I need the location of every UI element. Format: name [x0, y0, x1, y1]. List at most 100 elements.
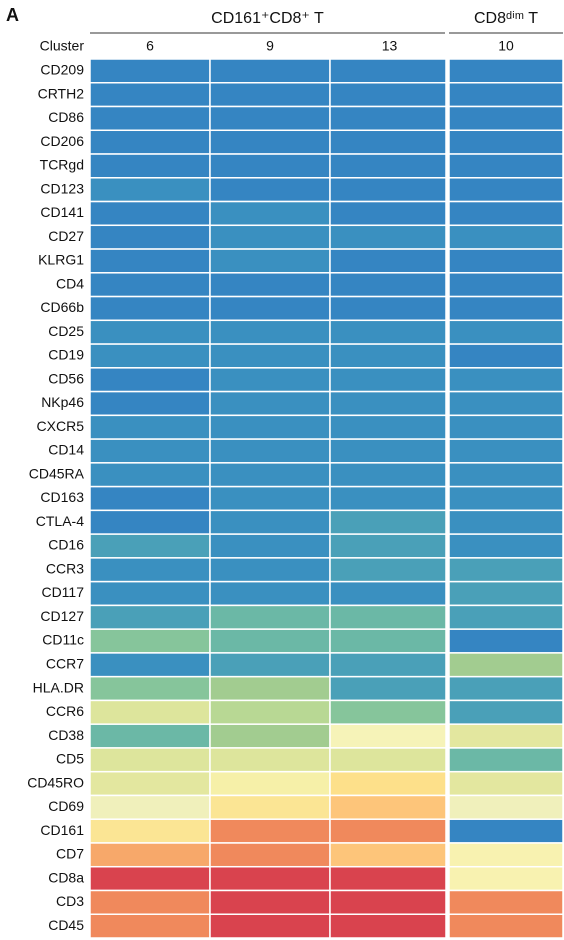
- heatmap-cell: [329, 485, 447, 512]
- heatmap-cell: [209, 438, 331, 464]
- heatmap-cell: [448, 390, 564, 417]
- row-label: CD127: [40, 608, 84, 624]
- heatmap-cell: [89, 818, 211, 844]
- heatmap-cell: [209, 462, 331, 488]
- heatmap-cell: [329, 913, 447, 939]
- heatmap-cell: [448, 343, 564, 369]
- heatmap-cell: [89, 604, 211, 630]
- heatmap-cell: [209, 913, 331, 939]
- heatmap-cell: [89, 200, 211, 227]
- heatmap-cell: [448, 248, 564, 274]
- heatmap-cell: [448, 628, 564, 654]
- heatmap-cell: [209, 770, 331, 797]
- column-label: 13: [382, 38, 398, 54]
- heatmap-cell: [209, 675, 331, 702]
- heatmap-cell: [89, 82, 211, 108]
- heatmap-cell: [89, 842, 211, 868]
- row-label: CD19: [48, 347, 84, 363]
- heatmap-cell: [329, 248, 447, 274]
- heatmap-cell: [448, 770, 564, 797]
- group-label: CD161⁺CD8⁺ T: [211, 10, 324, 27]
- heatmap-cell: [209, 699, 331, 725]
- heatmap-cell: [209, 248, 331, 274]
- column-header: Cluster: [40, 38, 85, 54]
- heatmap-cell: [329, 794, 447, 820]
- heatmap-cell: [209, 889, 331, 915]
- heatmap-cell: [448, 842, 564, 868]
- heatmap-cell: [89, 794, 211, 820]
- row-label: CD16: [48, 537, 84, 553]
- heatmap-cell: [89, 390, 211, 417]
- heatmap-cell: [329, 390, 447, 417]
- heatmap-cell: [89, 153, 211, 179]
- heatmap-cell: [448, 153, 564, 179]
- heatmap-cell: [209, 628, 331, 654]
- heatmap-cell: [329, 414, 447, 440]
- heatmap-cell: [329, 865, 447, 892]
- heatmap-cell: [329, 723, 447, 749]
- heatmap-cell: [448, 794, 564, 820]
- row-label: CD45RO: [27, 774, 84, 790]
- heatmap-cell: [329, 343, 447, 369]
- heatmap-cell: [89, 58, 211, 84]
- row-label: CD25: [48, 323, 84, 339]
- panel-label: A: [6, 5, 19, 25]
- heatmap-cell: [89, 414, 211, 440]
- heatmap-cell: [329, 889, 447, 915]
- heatmap-cell: [89, 557, 211, 583]
- heatmap-cell: [89, 105, 211, 132]
- heatmap-cell: [209, 367, 331, 393]
- row-label: CD8a: [48, 869, 84, 885]
- heatmap-cell: [329, 652, 447, 678]
- row-label: CD3: [56, 893, 84, 909]
- heatmap-cell: [448, 699, 564, 725]
- heatmap-cell: [89, 129, 211, 155]
- heatmap-cell: [448, 509, 564, 535]
- row-label: CXCR5: [37, 418, 85, 434]
- heatmap-cell: [448, 295, 564, 322]
- row-label: HLA.DR: [33, 679, 84, 695]
- heatmap-cell: [209, 865, 331, 892]
- row-label: CD86: [48, 109, 84, 125]
- heatmap-cell: [209, 295, 331, 322]
- heatmap-cell: [89, 485, 211, 512]
- heatmap-cell: [329, 224, 447, 250]
- heatmap-cell: [329, 367, 447, 393]
- row-label: NKp46: [41, 394, 84, 410]
- heatmap-cell: [329, 82, 447, 108]
- row-label: CCR7: [46, 656, 84, 672]
- heatmap-cell: [448, 865, 564, 892]
- heatmap-cell: [89, 580, 211, 607]
- row-label: CD7: [56, 846, 84, 862]
- heatmap-cell: [209, 747, 331, 773]
- heatmap-cell: [89, 675, 211, 702]
- heatmap-cell: [209, 723, 331, 749]
- heatmap-cell: [89, 438, 211, 464]
- heatmap-cell: [448, 177, 564, 203]
- row-label: CD11c: [42, 632, 84, 648]
- heatmap-cell: [448, 652, 564, 678]
- heatmap-cell: [89, 889, 211, 915]
- heatmap-cell: [448, 200, 564, 227]
- heatmap-cell: [329, 533, 447, 559]
- heatmap-cell: [209, 604, 331, 630]
- row-label: CD161: [40, 822, 84, 838]
- row-label: CD56: [48, 370, 84, 386]
- heatmap-cell: [209, 200, 331, 227]
- heatmap-cell: [329, 675, 447, 702]
- row-label: CD4: [56, 275, 84, 291]
- group-label: CD8ᵈⁱᵐ T: [474, 10, 538, 27]
- row-label: CD69: [48, 798, 84, 814]
- row-label: CD117: [41, 584, 84, 600]
- heatmap-cell: [209, 272, 331, 298]
- heatmap-cell: [89, 747, 211, 773]
- heatmap-cell: [448, 533, 564, 559]
- heatmap-cell: [329, 699, 447, 725]
- heatmap-cell: [448, 675, 564, 702]
- column-label: 6: [146, 38, 154, 54]
- heatmap-cell: [448, 580, 564, 607]
- heatmap-cell: [209, 153, 331, 179]
- heatmap-cell: [89, 723, 211, 749]
- heatmap-cell: [209, 343, 331, 369]
